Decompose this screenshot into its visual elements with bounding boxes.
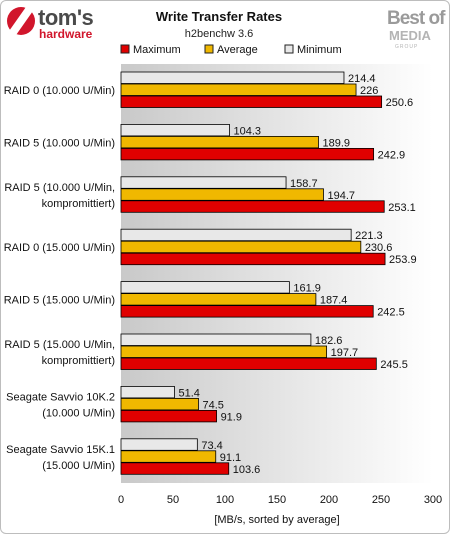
value-label-average-4: 230.6 (365, 242, 393, 254)
x-tick-label-0: 0 (118, 494, 124, 506)
x-tick-label-50: 50 (167, 494, 179, 506)
bar-average-1 (120, 83, 357, 96)
bar-minimum-7 (120, 385, 175, 399)
value-label-minimum-5: 161.9 (293, 283, 321, 295)
value-label-maximum-3: 253.1 (388, 202, 416, 214)
best-of-media-badge: Best of MEDIA GROUP (387, 8, 447, 50)
bar-maximum-6 (120, 357, 377, 370)
logo-slash-icon (8, 5, 34, 37)
bar-maximum-5 (120, 305, 374, 318)
legend-label-maximum: Maximum (133, 44, 181, 56)
bar-average-2 (120, 135, 319, 149)
category-label-2: RAID 5 (10.000 U/Min) (4, 137, 115, 149)
category-label-3-line2: kompromittiert) (42, 198, 115, 210)
value-label-maximum-8: 103.6 (233, 464, 261, 476)
value-label-minimum-2: 104.3 (233, 125, 261, 137)
bar-average-6 (120, 345, 328, 358)
bar-minimum-6 (120, 333, 312, 346)
category-label-1: RAID 0 (10.000 U/Min) (4, 85, 115, 97)
value-label-maximum-5: 242.5 (377, 307, 405, 319)
bar-maximum-2 (120, 147, 375, 161)
bar-maximum-8 (120, 462, 230, 475)
x-tick-label-250: 250 (372, 494, 390, 506)
bar-average-8 (120, 450, 217, 463)
bar-average-3 (120, 188, 324, 201)
value-label-minimum-4: 221.3 (355, 230, 383, 242)
value-label-minimum-1: 214.4 (348, 73, 376, 85)
value-label-maximum-4: 253.9 (389, 254, 417, 266)
value-label-maximum-1: 250.6 (386, 97, 414, 109)
x-tick-label-300: 300 (424, 494, 442, 506)
logo-main-text: tom's (38, 5, 94, 30)
value-label-minimum-8: 73.4 (201, 440, 222, 452)
legend-label-minimum: Minimum (297, 44, 342, 56)
value-label-minimum-3: 158.7 (290, 178, 318, 190)
toms-hardware-logo: tom's hardware (7, 5, 94, 41)
badge-line3: GROUP (395, 44, 418, 50)
bar-maximum-1 (120, 95, 383, 108)
bar-average-7 (120, 397, 199, 411)
legend-swatch-minimum (284, 44, 294, 54)
value-label-minimum-7: 51.4 (178, 387, 199, 399)
legend: Maximum Average Minimum (120, 44, 342, 56)
value-label-average-7: 74.5 (202, 399, 223, 411)
x-tick-label-200: 200 (320, 494, 338, 506)
badge-line1: Best of (387, 8, 446, 29)
category-label-7-line1: Seagate Savvio 10K.2 (6, 391, 115, 403)
logo-sub-text: hardware (39, 27, 93, 41)
legend-label-average: Average (217, 44, 258, 56)
category-label-3-line1: RAID 5 (10.000 U/Min, (4, 182, 115, 194)
bar-maximum-3 (120, 200, 385, 213)
bar-maximum-4 (120, 252, 386, 266)
badge-line2: MEDIA (389, 28, 432, 43)
legend-swatch-maximum (120, 44, 130, 54)
value-label-maximum-7: 91.9 (221, 411, 242, 423)
value-label-average-8: 91.1 (220, 452, 241, 464)
category-label-5: RAID 5 (15.000 U/Min) (4, 295, 115, 307)
category-label-6-line1: RAID 5 (15.000 U/Min, (4, 339, 115, 351)
bar-minimum-2 (120, 124, 230, 137)
category-label-6-line2: kompromittiert) (42, 355, 115, 367)
category-label-7-line2: (10.000 U/Min) (42, 407, 115, 419)
bar-maximum-7 (120, 409, 217, 423)
bar-average-5 (120, 293, 317, 306)
bar-minimum-5 (120, 281, 290, 294)
chart-title: Write Transfer Rates (156, 9, 282, 24)
category-labels: RAID 0 (10.000 U/Min) RAID 5 (10.000 U/Mi… (4, 85, 115, 472)
x-axis-ticks: 0 50 100 150 200 250 300 (118, 494, 442, 506)
category-label-4: RAID 0 (15.000 U/Min) (4, 242, 115, 254)
value-label-average-1: 226 (360, 85, 378, 97)
bar-minimum-4 (120, 228, 352, 242)
bar-minimum-3 (120, 176, 287, 189)
bar-minimum-1 (120, 71, 345, 84)
bar-minimum-8 (120, 438, 198, 451)
legend-swatch-average (204, 44, 214, 54)
category-label-8-line2: (15.000 U/Min) (42, 460, 115, 472)
x-tick-label-150: 150 (268, 494, 286, 506)
chart-subtitle: h2benchw 3.6 (185, 28, 254, 40)
value-label-average-5: 187.4 (320, 295, 348, 307)
value-label-minimum-6: 182.6 (315, 335, 343, 347)
value-label-average-2: 189.9 (322, 137, 350, 149)
value-label-average-3: 194.7 (327, 190, 355, 202)
value-label-maximum-6: 245.5 (380, 359, 408, 371)
x-axis-label: [MB/s, sorted by average] (214, 514, 339, 526)
category-label-8-line1: Seagate Savvio 15K.1 (6, 444, 115, 456)
bar-average-4 (120, 240, 362, 254)
value-label-maximum-2: 242.9 (378, 149, 406, 161)
x-tick-label-100: 100 (216, 494, 234, 506)
value-label-average-6: 197.7 (331, 347, 359, 359)
